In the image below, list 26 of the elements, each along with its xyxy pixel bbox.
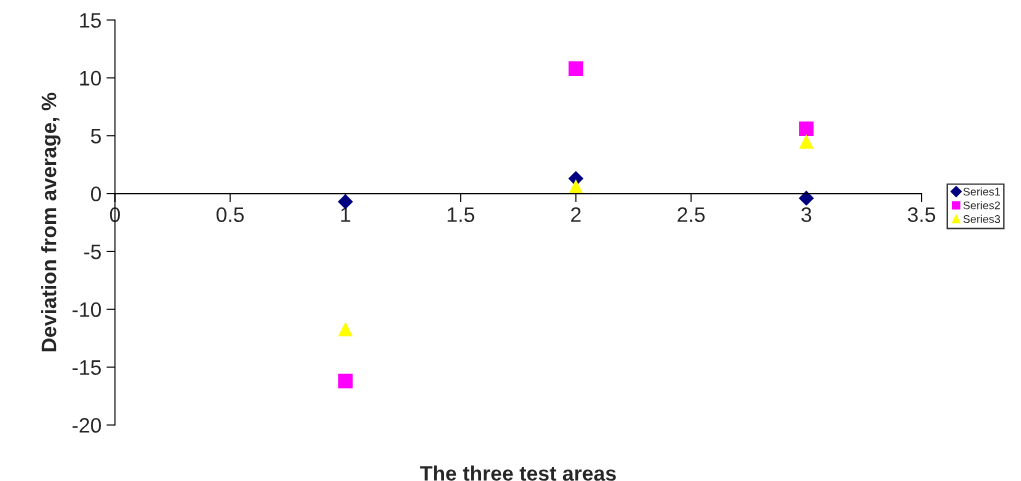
y-tick-label: 10	[80, 70, 101, 86]
legend-label: Series3	[963, 214, 1001, 223]
y-tick-label: 5	[91, 128, 101, 144]
point	[798, 190, 814, 206]
point	[799, 134, 814, 149]
y-tick-label: -5	[84, 244, 101, 260]
point	[799, 121, 814, 137]
x-tick-label: 2	[571, 207, 581, 222]
y-tick-label: 15	[80, 13, 101, 28]
point	[568, 61, 584, 76]
y-tick-label: -10	[72, 302, 101, 318]
y-axis-title: Deviation from average, %	[41, 92, 61, 352]
point	[338, 321, 353, 337]
x-tick-label: 1	[341, 207, 351, 222]
y-tick-label: 0	[91, 186, 101, 202]
x-tick-label: 1.5	[447, 207, 475, 223]
x-tick-label: 3.5	[907, 207, 936, 223]
point	[338, 373, 353, 389]
legend-label: Series1	[963, 187, 1000, 196]
y-tick-label: -20	[72, 418, 101, 433]
x-axis-title: The three test areas	[420, 465, 616, 481]
y-tick-label: -15	[72, 360, 101, 375]
x-tick-label: 0.5	[216, 207, 244, 223]
x-tick-label: 2.5	[677, 207, 705, 223]
legend-label: Series2	[963, 201, 1000, 210]
x-tick-label: 3	[801, 207, 812, 223]
